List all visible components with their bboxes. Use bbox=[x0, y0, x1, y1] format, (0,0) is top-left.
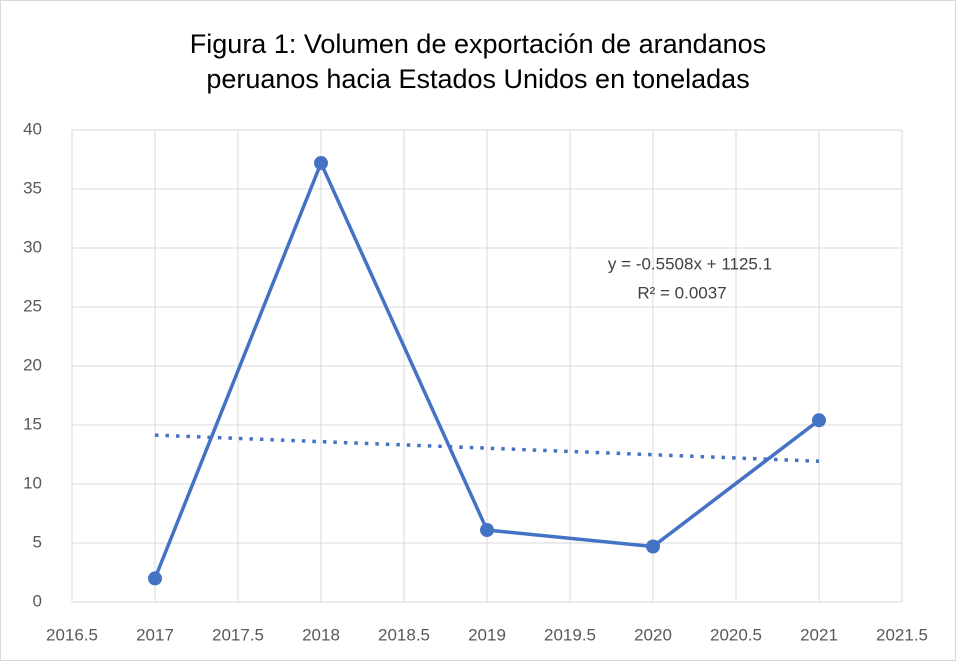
data-point bbox=[480, 523, 494, 538]
x-tick-label: 2018 bbox=[302, 625, 340, 644]
x-tick-label: 2021 bbox=[800, 625, 838, 644]
chart-title: Figura 1: Volumen de exportación de aran… bbox=[190, 29, 766, 59]
x-tick-label: 2020 bbox=[634, 625, 672, 644]
y-tick-label: 20 bbox=[23, 355, 42, 374]
y-tick-label: 10 bbox=[23, 473, 42, 492]
chart-title: peruanos hacia Estados Unidos en tonelad… bbox=[206, 64, 749, 94]
y-tick-label: 5 bbox=[33, 532, 42, 551]
data-point bbox=[812, 413, 826, 428]
x-tick-label: 2020.5 bbox=[710, 625, 762, 644]
trendline-equation: y = -0.5508x + 1125.1 bbox=[608, 254, 772, 273]
y-tick-label: 25 bbox=[23, 296, 42, 315]
trendline-r2: R² = 0.0037 bbox=[637, 283, 726, 302]
y-tick-label: 0 bbox=[33, 591, 42, 610]
x-tick-label: 2017.5 bbox=[212, 625, 264, 644]
y-tick-label: 40 bbox=[23, 119, 42, 138]
x-tick-label: 2017 bbox=[136, 625, 174, 644]
y-tick-label: 35 bbox=[23, 178, 42, 197]
y-tick-label: 15 bbox=[23, 414, 42, 433]
x-tick-label: 2018.5 bbox=[378, 625, 430, 644]
x-tick-label: 2019 bbox=[468, 625, 506, 644]
data-point bbox=[314, 156, 328, 171]
x-tick-label: 2019.5 bbox=[544, 625, 596, 644]
data-point bbox=[148, 571, 162, 586]
data-point bbox=[646, 539, 660, 554]
x-tick-label: 2016.5 bbox=[46, 625, 98, 644]
y-tick-label: 30 bbox=[23, 237, 42, 256]
x-tick-label: 2021.5 bbox=[876, 625, 928, 644]
